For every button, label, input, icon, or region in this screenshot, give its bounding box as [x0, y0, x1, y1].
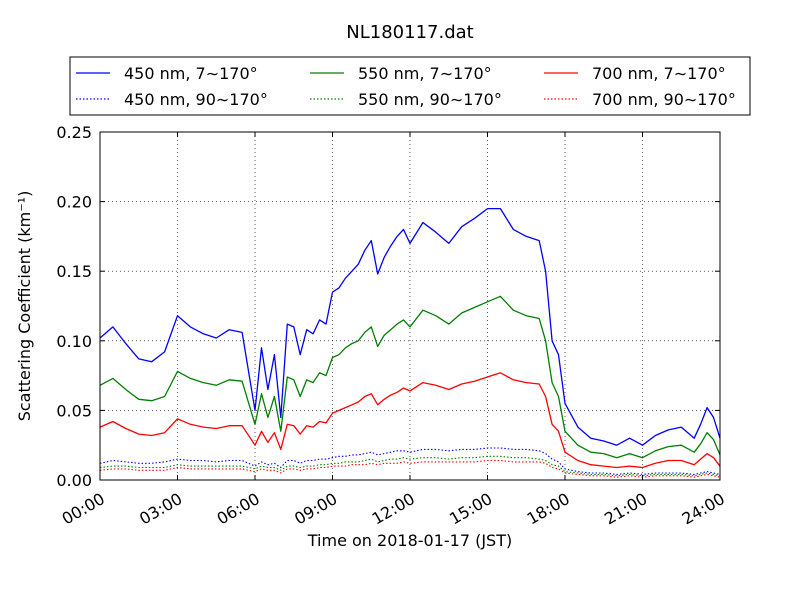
legend: 450 nm, 7∼170° 450 nm, 90∼170° 550 nm, 7∼1… — [69, 56, 751, 116]
y-axis: 0.00 0.05 0.10 0.15 0.20 0.25 — [56, 123, 720, 490]
x-tick-label: 03:00 — [136, 489, 185, 529]
series-line-4 — [99, 372, 721, 469]
legend-label-2: 550 nm, 7∼170° — [358, 64, 492, 83]
x-axis: 00:00 03:00 06:00 09:00 12:00 15:00 18:00 21:00… — [59, 132, 728, 529]
x-axis-label: Time on 2018-01-17 (JST) — [307, 531, 512, 550]
y-tick-label: 0.15 — [56, 262, 92, 281]
series-line-1 — [99, 447, 721, 475]
y-axis-label: Scattering Coefficient (km⁻¹) — [15, 191, 34, 422]
x-tick-label: 21:00 — [601, 489, 650, 529]
x-tick-label: 24:00 — [679, 489, 728, 529]
x-tick-label: 00:00 — [59, 489, 108, 529]
x-tick-label: 12:00 — [369, 489, 418, 529]
y-tick-label: 0.05 — [56, 401, 92, 420]
y-tick-label: 0.00 — [56, 471, 92, 490]
legend-label-1: 450 nm, 90∼170° — [124, 90, 268, 109]
series-layer — [99, 207, 721, 478]
chart-title: NL180117.dat — [346, 22, 473, 43]
legend-label-0: 450 nm, 7∼170° — [124, 64, 258, 83]
series-line-2 — [99, 295, 721, 459]
x-tick-label: 18:00 — [524, 489, 573, 529]
x-tick-label: 09:00 — [291, 489, 340, 529]
y-tick-label: 0.25 — [56, 123, 92, 142]
grid — [100, 132, 720, 480]
x-tick-label: 15:00 — [446, 489, 495, 529]
y-tick-label: 0.20 — [56, 193, 92, 212]
series-line-0 — [99, 207, 721, 446]
legend-label-4: 700 nm, 7∼170° — [592, 64, 726, 83]
legend-label-5: 700 nm, 90∼170° — [592, 90, 736, 109]
series-line-5 — [99, 459, 721, 478]
legend-label-3: 550 nm, 90∼170° — [358, 90, 502, 109]
y-tick-label: 0.10 — [56, 332, 92, 351]
legend-frame — [69, 56, 751, 116]
x-tick-label: 06:00 — [214, 489, 263, 529]
